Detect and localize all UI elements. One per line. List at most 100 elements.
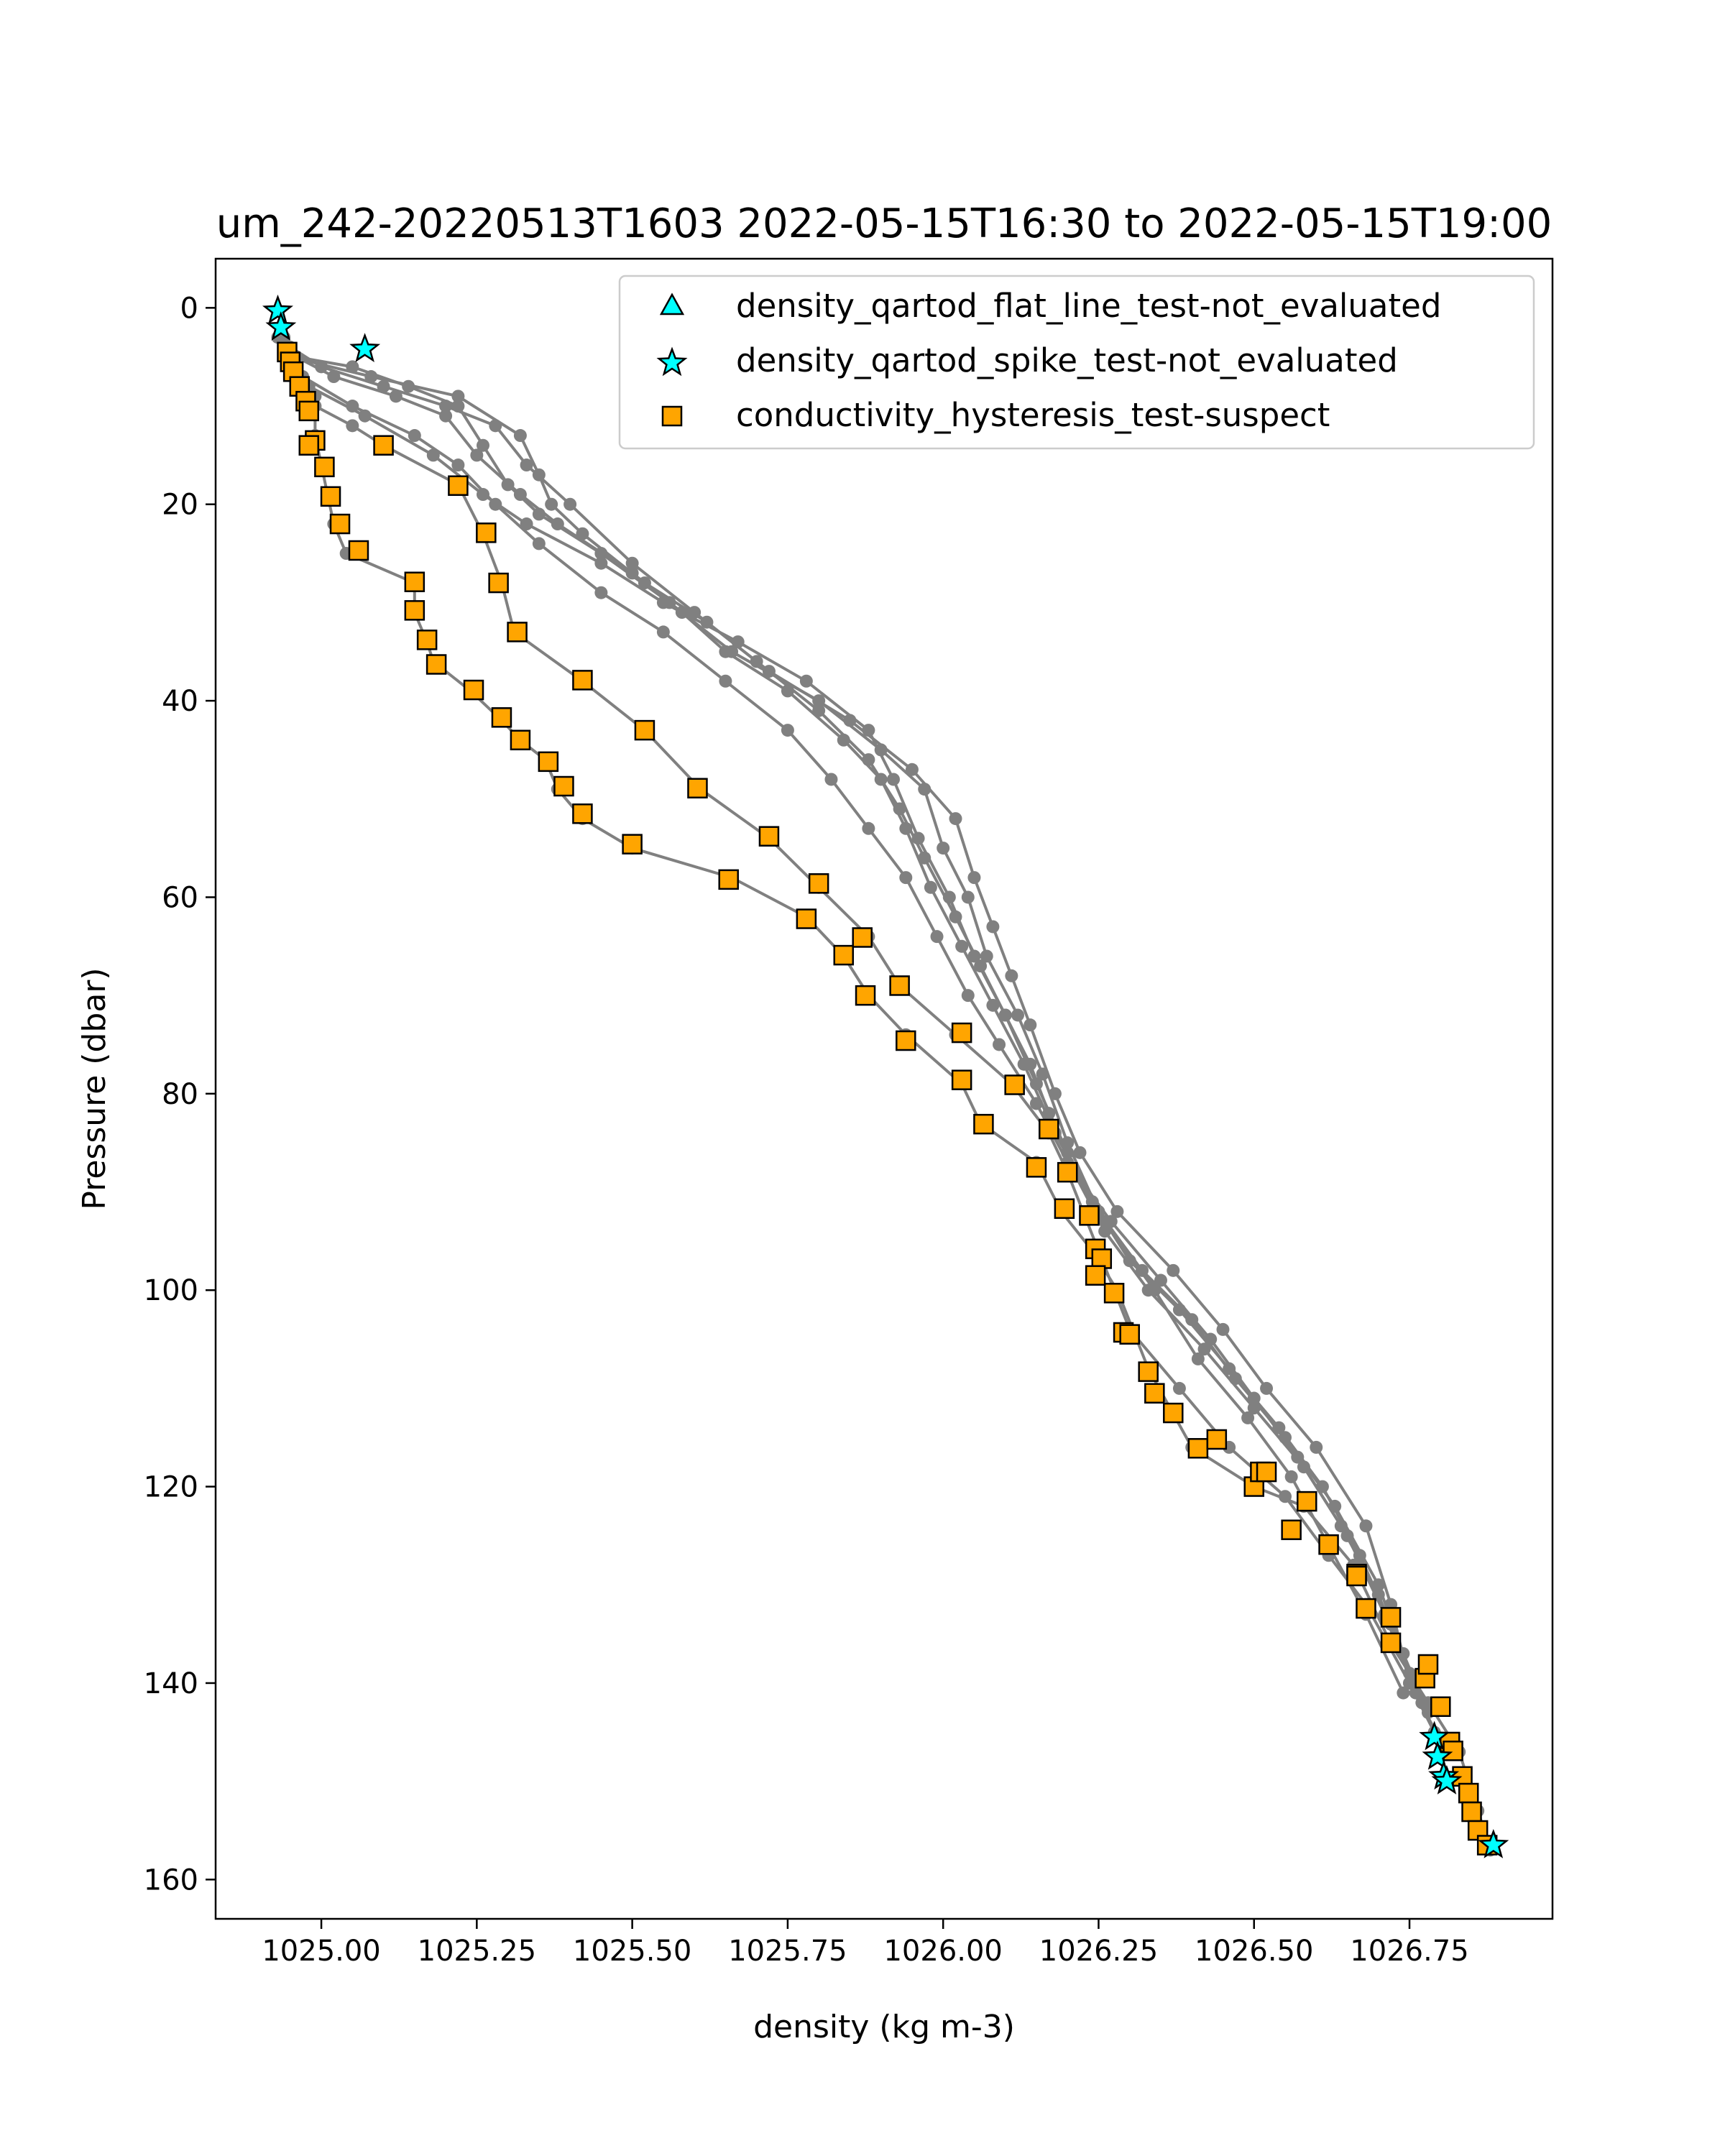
hysteresis-marker [538, 751, 559, 773]
profile-point [1029, 1077, 1043, 1091]
profile-line [302, 375, 1411, 1674]
profile-point [1260, 1381, 1274, 1395]
profile-point [886, 773, 900, 786]
profile-point [625, 566, 639, 580]
hysteresis-marker [1057, 1161, 1078, 1183]
flag-markers [262, 294, 1509, 1858]
profile-line [295, 355, 1424, 1704]
hysteresis-marker [1443, 1741, 1463, 1761]
hysteresis-marker [833, 944, 855, 966]
profile-point [986, 998, 1000, 1012]
hysteresis-marker [1026, 1157, 1047, 1178]
profile-point [862, 821, 875, 835]
profile-point [905, 763, 919, 776]
legend: density_qartod_flat_line_test-not_evalua… [618, 275, 1535, 450]
profile-point [1191, 1352, 1205, 1365]
profile-point [1291, 1450, 1305, 1464]
plot-frame [214, 257, 1554, 1920]
y-tick-label: 80 [162, 1078, 198, 1111]
spike-marker [265, 311, 297, 341]
profile-point [731, 635, 745, 649]
profile-point [656, 625, 670, 639]
profile-point [1223, 1362, 1236, 1376]
profile-point [1334, 1519, 1348, 1533]
profile-point [1172, 1381, 1186, 1395]
profile-point [402, 379, 415, 393]
profile-point [389, 390, 402, 403]
hysteresis-marker [404, 600, 426, 621]
profile-point [489, 419, 502, 433]
y-tick-label: 60 [162, 881, 198, 914]
profile-point [439, 400, 453, 413]
hysteresis-marker [1144, 1383, 1165, 1404]
profile-point [346, 360, 359, 374]
hysteresis-marker [1163, 1402, 1184, 1424]
hysteresis-marker [298, 435, 320, 456]
hysteresis-marker [889, 975, 910, 996]
profile-point [346, 400, 359, 413]
legend-triangle-icon [659, 292, 685, 315]
profile-point [1005, 969, 1018, 982]
profile-line [282, 336, 1430, 1713]
profile-point [980, 949, 993, 963]
legend-square-icon [661, 405, 683, 427]
profile-point [812, 694, 826, 708]
y-tick-label: 40 [162, 685, 198, 718]
x-tick-label: 1026.00 [883, 1935, 1002, 1968]
hysteresis-marker [491, 707, 512, 728]
profile-point [1247, 1391, 1261, 1405]
hysteresis-marker [348, 540, 369, 561]
profile-point [377, 379, 390, 393]
profile-point [513, 488, 527, 502]
hysteresis-marker [1380, 1632, 1402, 1654]
profile-point [781, 684, 794, 698]
hysteresis-marker [687, 778, 708, 798]
profile-point [824, 773, 838, 786]
profile-point [1110, 1204, 1124, 1218]
profile-point [1284, 1470, 1298, 1483]
hysteresis-marker [973, 1113, 994, 1135]
profile-line [314, 405, 1448, 1753]
spike-marker [1419, 1720, 1450, 1751]
profile-point [520, 459, 533, 472]
profile-point [899, 871, 913, 885]
hysteresis-marker [1004, 1074, 1025, 1095]
profile-point [1148, 1284, 1162, 1297]
profile-point [594, 556, 608, 570]
profile-point [625, 556, 639, 570]
legend-label-flat-line: density_qartod_flat_line_test-not_evalua… [736, 287, 1441, 325]
hysteresis-marker [718, 869, 739, 890]
hysteresis-marker [404, 571, 426, 592]
profile-point [1073, 1146, 1087, 1159]
profile-point [1241, 1411, 1255, 1424]
hysteresis-marker [314, 456, 335, 478]
profile-point [998, 1008, 1012, 1022]
profile-point [1061, 1146, 1075, 1159]
profile-point [1154, 1273, 1167, 1287]
legend-star-icon [656, 346, 688, 377]
profile-point [408, 429, 421, 443]
profile-line [308, 384, 1405, 1694]
profile-point [937, 842, 950, 855]
hysteresis-marker [758, 826, 780, 847]
profile-point [1024, 1018, 1037, 1032]
hysteresis-marker [1318, 1534, 1339, 1555]
hysteresis-marker [1430, 1696, 1451, 1718]
profile-point [967, 871, 981, 885]
spike-marker [349, 333, 381, 362]
profile-point [564, 497, 577, 511]
hysteresis-marker [1103, 1283, 1125, 1304]
x-axis: 1025.00 1025.25 1025.50 1025.75 1026.00 1026.… [262, 1919, 1469, 1968]
profile-point [470, 448, 484, 462]
hysteresis-marker [1281, 1519, 1302, 1540]
hysteresis-marker [1039, 1118, 1059, 1140]
profile-point [799, 674, 813, 688]
legend-label-hysteresis: conductivity_hysteresis_test-suspect [736, 396, 1330, 434]
profile-point [1397, 1686, 1410, 1700]
hysteresis-marker [488, 572, 509, 594]
profile-point [719, 674, 732, 688]
profile-point [1204, 1332, 1218, 1346]
hysteresis-marker [1417, 1654, 1439, 1675]
spike-marker [1431, 1765, 1463, 1795]
hysteresis-marker [1380, 1607, 1402, 1628]
